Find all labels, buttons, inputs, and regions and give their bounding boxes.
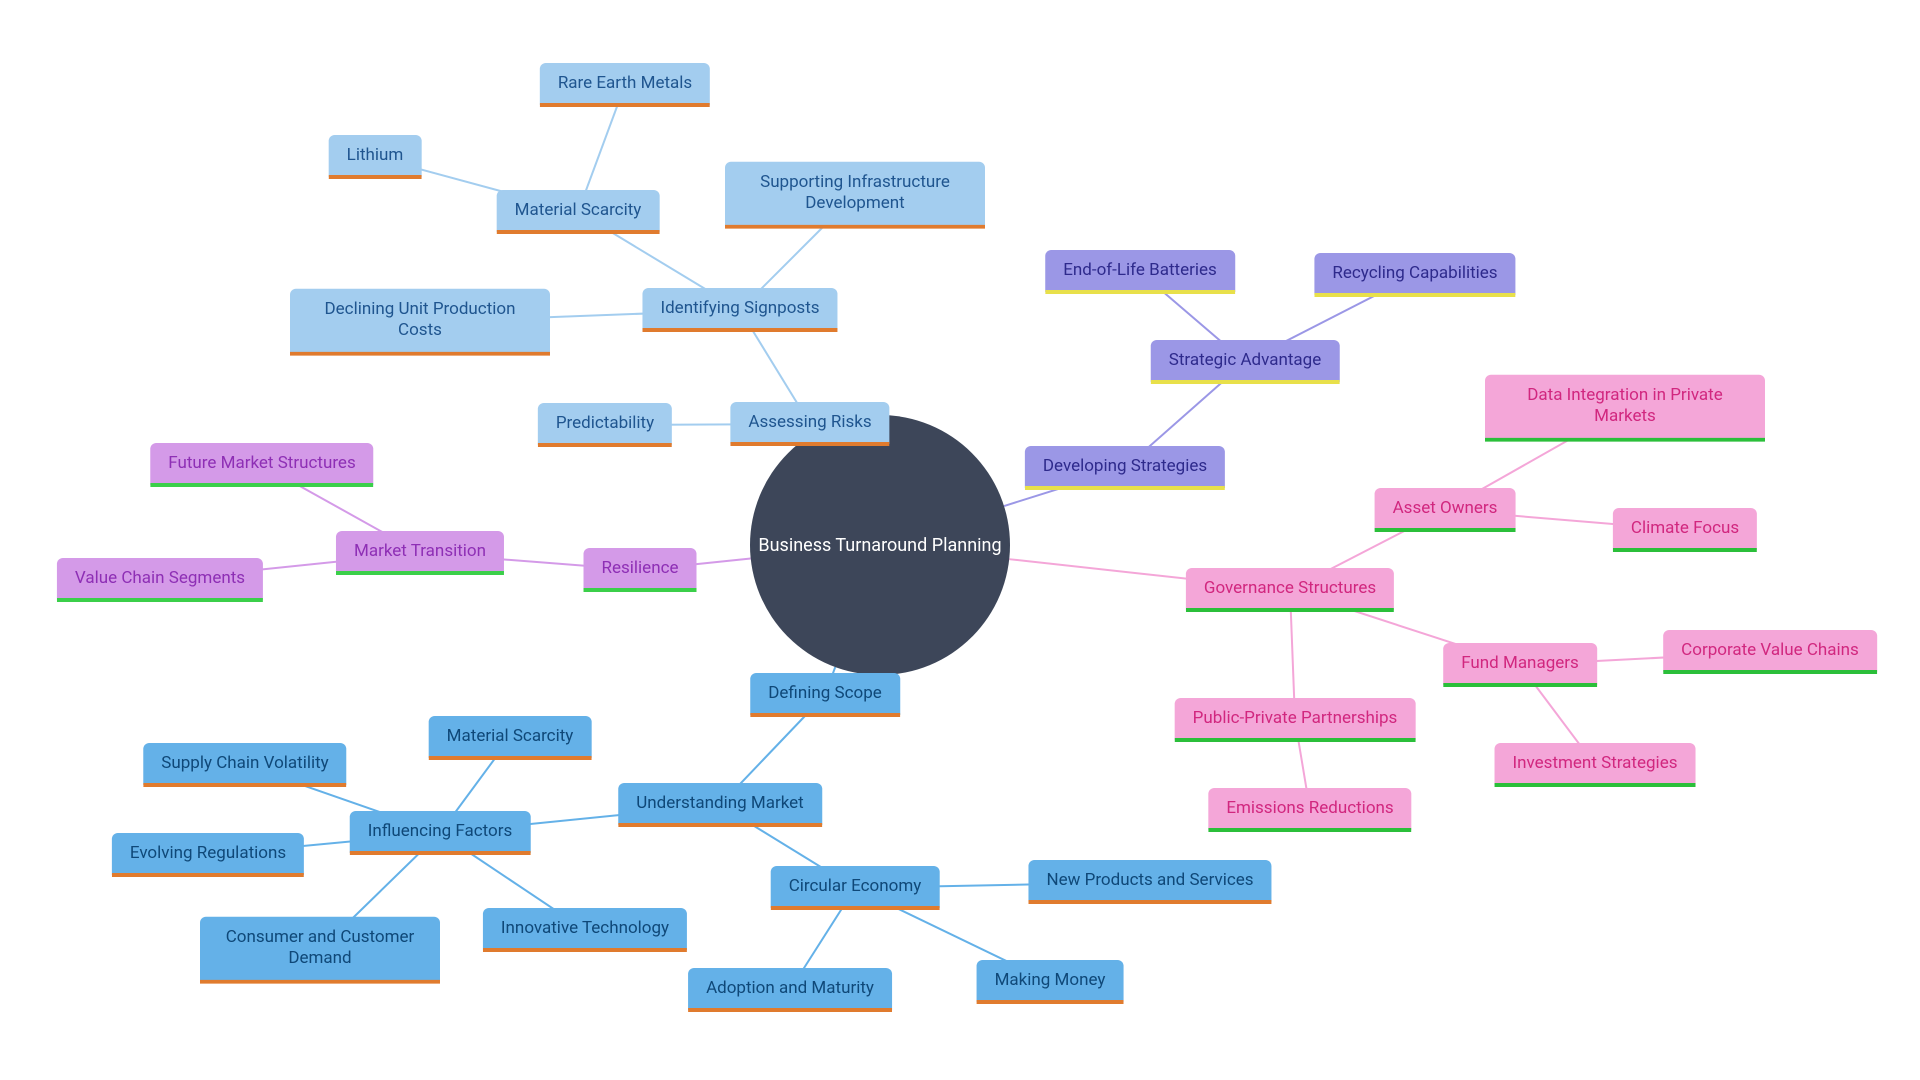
node-identifying: Identifying Signposts: [642, 288, 837, 332]
node-und_market: Understanding Market: [618, 783, 822, 827]
node-data_int: Data Integration in PrivateMarkets: [1485, 375, 1765, 442]
node-predictability: Predictability: [538, 403, 672, 447]
node-fund_mgrs: Fund Managers: [1443, 643, 1597, 687]
node-future_mkt: Future Market Structures: [150, 443, 373, 487]
node-rare_earth: Rare Earth Metals: [540, 63, 710, 107]
node-strat_adv: Strategic Advantage: [1151, 340, 1340, 384]
node-making_money: Making Money: [977, 960, 1124, 1004]
node-circ_econ: Circular Economy: [771, 866, 940, 910]
node-asset_owners: Asset Owners: [1375, 488, 1516, 532]
node-emissions: Emissions Reductions: [1208, 788, 1411, 832]
node-ppp: Public-Private Partnerships: [1175, 698, 1416, 742]
node-mat_scarcity2: Material Scarcity: [429, 716, 592, 760]
node-recycling: Recycling Capabilities: [1314, 253, 1515, 297]
node-gov_struct: Governance Structures: [1186, 568, 1394, 612]
center-label: Business Turnaround Planning: [758, 535, 1001, 556]
node-mat_scarcity1: Material Scarcity: [497, 190, 660, 234]
node-dev_strat: Developing Strategies: [1025, 446, 1225, 490]
node-supply_vol: Supply Chain Volatility: [143, 743, 346, 787]
node-infra_dev: Supporting InfrastructureDevelopment: [725, 162, 985, 229]
node-adopt_mat: Adoption and Maturity: [688, 968, 892, 1012]
node-infl_factors: Influencing Factors: [350, 811, 531, 855]
node-eol_batt: End-of-Life Batteries: [1045, 250, 1235, 294]
node-consumer: Consumer and CustomerDemand: [200, 917, 440, 984]
node-decl_costs: Declining Unit ProductionCosts: [290, 289, 550, 356]
node-resilience: Resilience: [584, 548, 697, 592]
node-evolving_reg: Evolving Regulations: [112, 833, 304, 877]
mindmap-canvas: Business Turnaround Planning Assessing R…: [0, 0, 1920, 1080]
node-def_scope: Defining Scope: [750, 673, 900, 717]
node-lithium: Lithium: [329, 135, 422, 179]
node-corp_vc: Corporate Value Chains: [1663, 630, 1877, 674]
center-node: Business Turnaround Planning: [750, 415, 1010, 675]
node-mkt_trans: Market Transition: [336, 531, 504, 575]
node-new_prod: New Products and Services: [1028, 860, 1271, 904]
node-inv_strat: Investment Strategies: [1495, 743, 1696, 787]
node-climate: Climate Focus: [1613, 508, 1757, 552]
node-assessing: Assessing Risks: [730, 402, 889, 446]
node-innov_tech: Innovative Technology: [483, 908, 687, 952]
node-value_chain: Value Chain Segments: [57, 558, 263, 602]
